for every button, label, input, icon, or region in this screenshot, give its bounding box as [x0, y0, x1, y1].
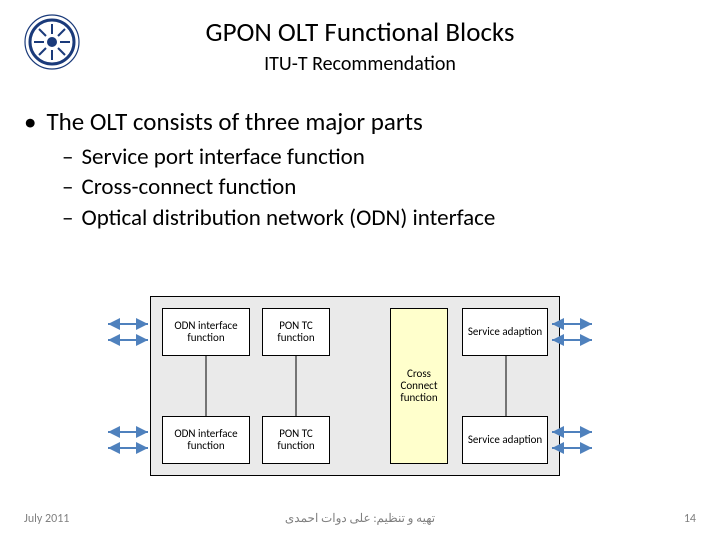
slide-number: 14 [684, 512, 696, 526]
sub-bullet-2: Cross-connect function [62, 172, 495, 202]
slide-subtitle: ITU-T Recommendation [0, 52, 720, 76]
sub-bullet-list: Service port interface function Cross-co… [62, 142, 495, 233]
main-bullet: The OLT consists of three major parts [24, 106, 423, 137]
sub-bullet-1: Service port interface function [62, 142, 495, 172]
slide-title: GPON OLT Functional Blocks [0, 16, 720, 49]
olt-block-diagram: ODN interface function PON TC function S… [150, 296, 560, 476]
footer-author: تهیه و تنظیم: علی دوات احمدی [0, 511, 720, 526]
sub-bullet-3: Optical distribution network (ODN) inter… [62, 203, 495, 233]
diagram-connectors [110, 296, 600, 476]
slide: GPON OLT Functional Blocks ITU-T Recomme… [0, 0, 720, 540]
